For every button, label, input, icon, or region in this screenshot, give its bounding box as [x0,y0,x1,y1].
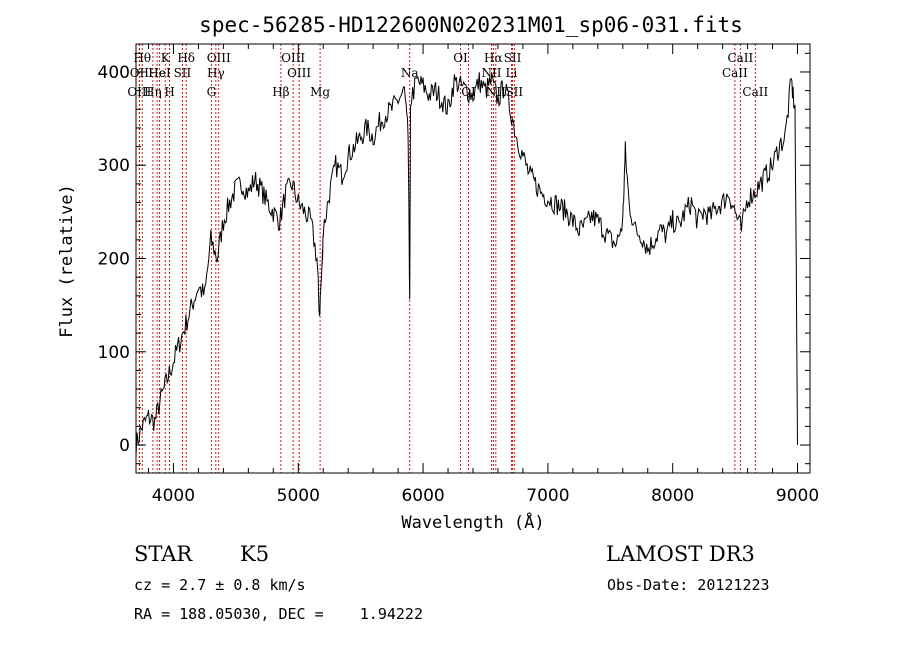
y-axis-ticks: 0 100 200 300 400 [98,52,810,465]
spectral-line-label: SII [174,66,192,80]
survey-name: LAMOST DR3 [606,542,755,566]
coordinates-text: RA = 188.05030, DEC = 1.94222 [134,605,423,623]
spectral-line-label: Hα [484,51,503,65]
y-tick-label: 200 [98,250,130,270]
spectral-line-markers [138,44,756,473]
obs-date-text: Obs-Date: 20121223 [607,576,770,594]
x-tick-label: 9000 [776,486,819,506]
y-axis-label: Flux (relative) [57,184,77,338]
y-tick-label: 400 [98,63,130,83]
spectral-line-label: HeI [148,66,171,80]
flux-series-line [135,72,798,457]
spectral-line-label: G [207,85,217,99]
spectral-line-label: OIII [207,51,231,65]
object-subclass: K5 [240,542,269,566]
spectral-line-label: CaII [742,85,768,99]
object-class: STAR [134,542,193,566]
x-tick-label: 4000 [152,486,195,506]
x-axis-ticks: 4000 5000 6000 7000 8000 9000 [147,44,819,506]
spectral-line-label: Hβ [272,85,289,99]
spectral-line-label: SII [505,85,523,99]
plot-frame [135,43,811,474]
spectral-line-label: Mg [310,85,330,99]
spectral-line-label: OII [130,66,150,80]
spectral-line-label: OI [453,51,468,65]
spectral-line-label: Hη [144,85,162,99]
spectral-line-label: CaII [727,51,753,65]
x-tick-label: 7000 [526,486,569,506]
spectral-line-label: SII [504,51,522,65]
spectral-line-label: Hθ [133,51,151,65]
x-axis-label: Wavelength (Å) [401,511,544,533]
spectral-line-label: H [164,85,174,99]
y-tick-label: 100 [98,343,130,363]
y-tick-label: 0 [119,436,130,456]
spectral-line-labels: HθOIIOIIIHηHeHeIKHSIIHδGHγOIIIHβOIIIOIII… [127,51,768,99]
spectral-line-label: OIII [287,66,311,80]
spectral-line-label: NII [481,66,501,80]
x-tick-label: 5000 [277,486,320,506]
spectral-line-label: Hδ [177,51,195,65]
chart-title: spec-56285-HD122600N020231M01_sp06-031.f… [199,13,743,37]
spectral-line-label: He [148,66,166,80]
spectral-line-label: K [161,51,171,65]
spectral-line-label: CaII [722,66,748,80]
spectral-line-label: Li [506,66,518,80]
spectral-line-label: Hγ [207,66,225,80]
spectral-line-label: Na [401,66,419,80]
x-tick-label: 8000 [651,486,694,506]
spectral-line-label: OIII [281,51,305,65]
y-tick-label: 300 [98,156,130,176]
spectral-line-label: OIII [127,85,151,99]
redshift-text: cz = 2.7 ± 0.8 km/s [134,576,306,594]
x-tick-label: 6000 [401,486,444,506]
